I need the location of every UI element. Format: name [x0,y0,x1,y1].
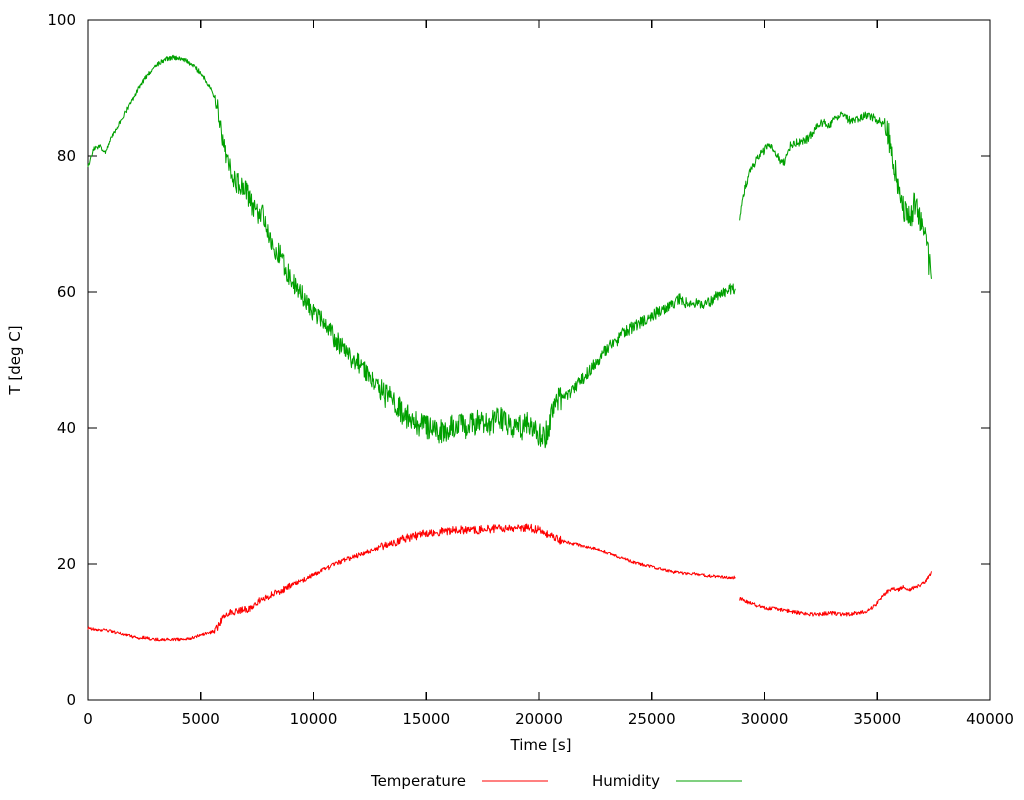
x-tick-label: 15000 [402,710,450,728]
series-line-temperature-seg1 [739,571,932,617]
y-tick-label: 60 [57,283,76,301]
y-tick-label: 20 [57,555,76,573]
x-tick-label: 20000 [515,710,563,728]
legend-label-temperature: Temperature [370,772,466,790]
y-tick-label: 80 [57,147,76,165]
x-tick-label: 25000 [628,710,676,728]
series-temperature [87,523,932,642]
series-line-humidity-seg1 [739,111,932,279]
x-tick-label: 35000 [853,710,901,728]
y-tick-label: 40 [57,419,76,437]
y-tick-label: 100 [47,11,76,29]
legend-entry-humidity: Humidity [592,772,742,790]
y-axis-ticks [88,19,990,701]
series-line-temperature-seg0 [87,523,736,642]
x-tick-label: 0 [83,710,93,728]
y-axis-tick-labels: 0 20 40 60 80 100 [47,11,76,709]
x-axis-title: Time [s] [510,736,572,754]
series-humidity [87,54,932,449]
chart-legend: Temperature Humidity [370,772,742,790]
series-line-humidity-seg0 [87,54,736,449]
x-axis-tick-labels: 0 5000 10000 15000 20000 25000 30000 35000 40000 [83,710,1014,728]
legend-label-humidity: Humidity [592,772,660,790]
legend-entry-temperature: Temperature [370,772,548,790]
x-axis-ticks [87,20,991,700]
x-tick-label: 40000 [966,710,1014,728]
x-tick-label: 5000 [182,710,220,728]
x-tick-label: 30000 [741,710,789,728]
y-axis-title: T [deg C] [6,325,24,395]
y-tick-label: 0 [66,691,76,709]
data-series-group [87,54,932,642]
x-tick-label: 10000 [290,710,338,728]
